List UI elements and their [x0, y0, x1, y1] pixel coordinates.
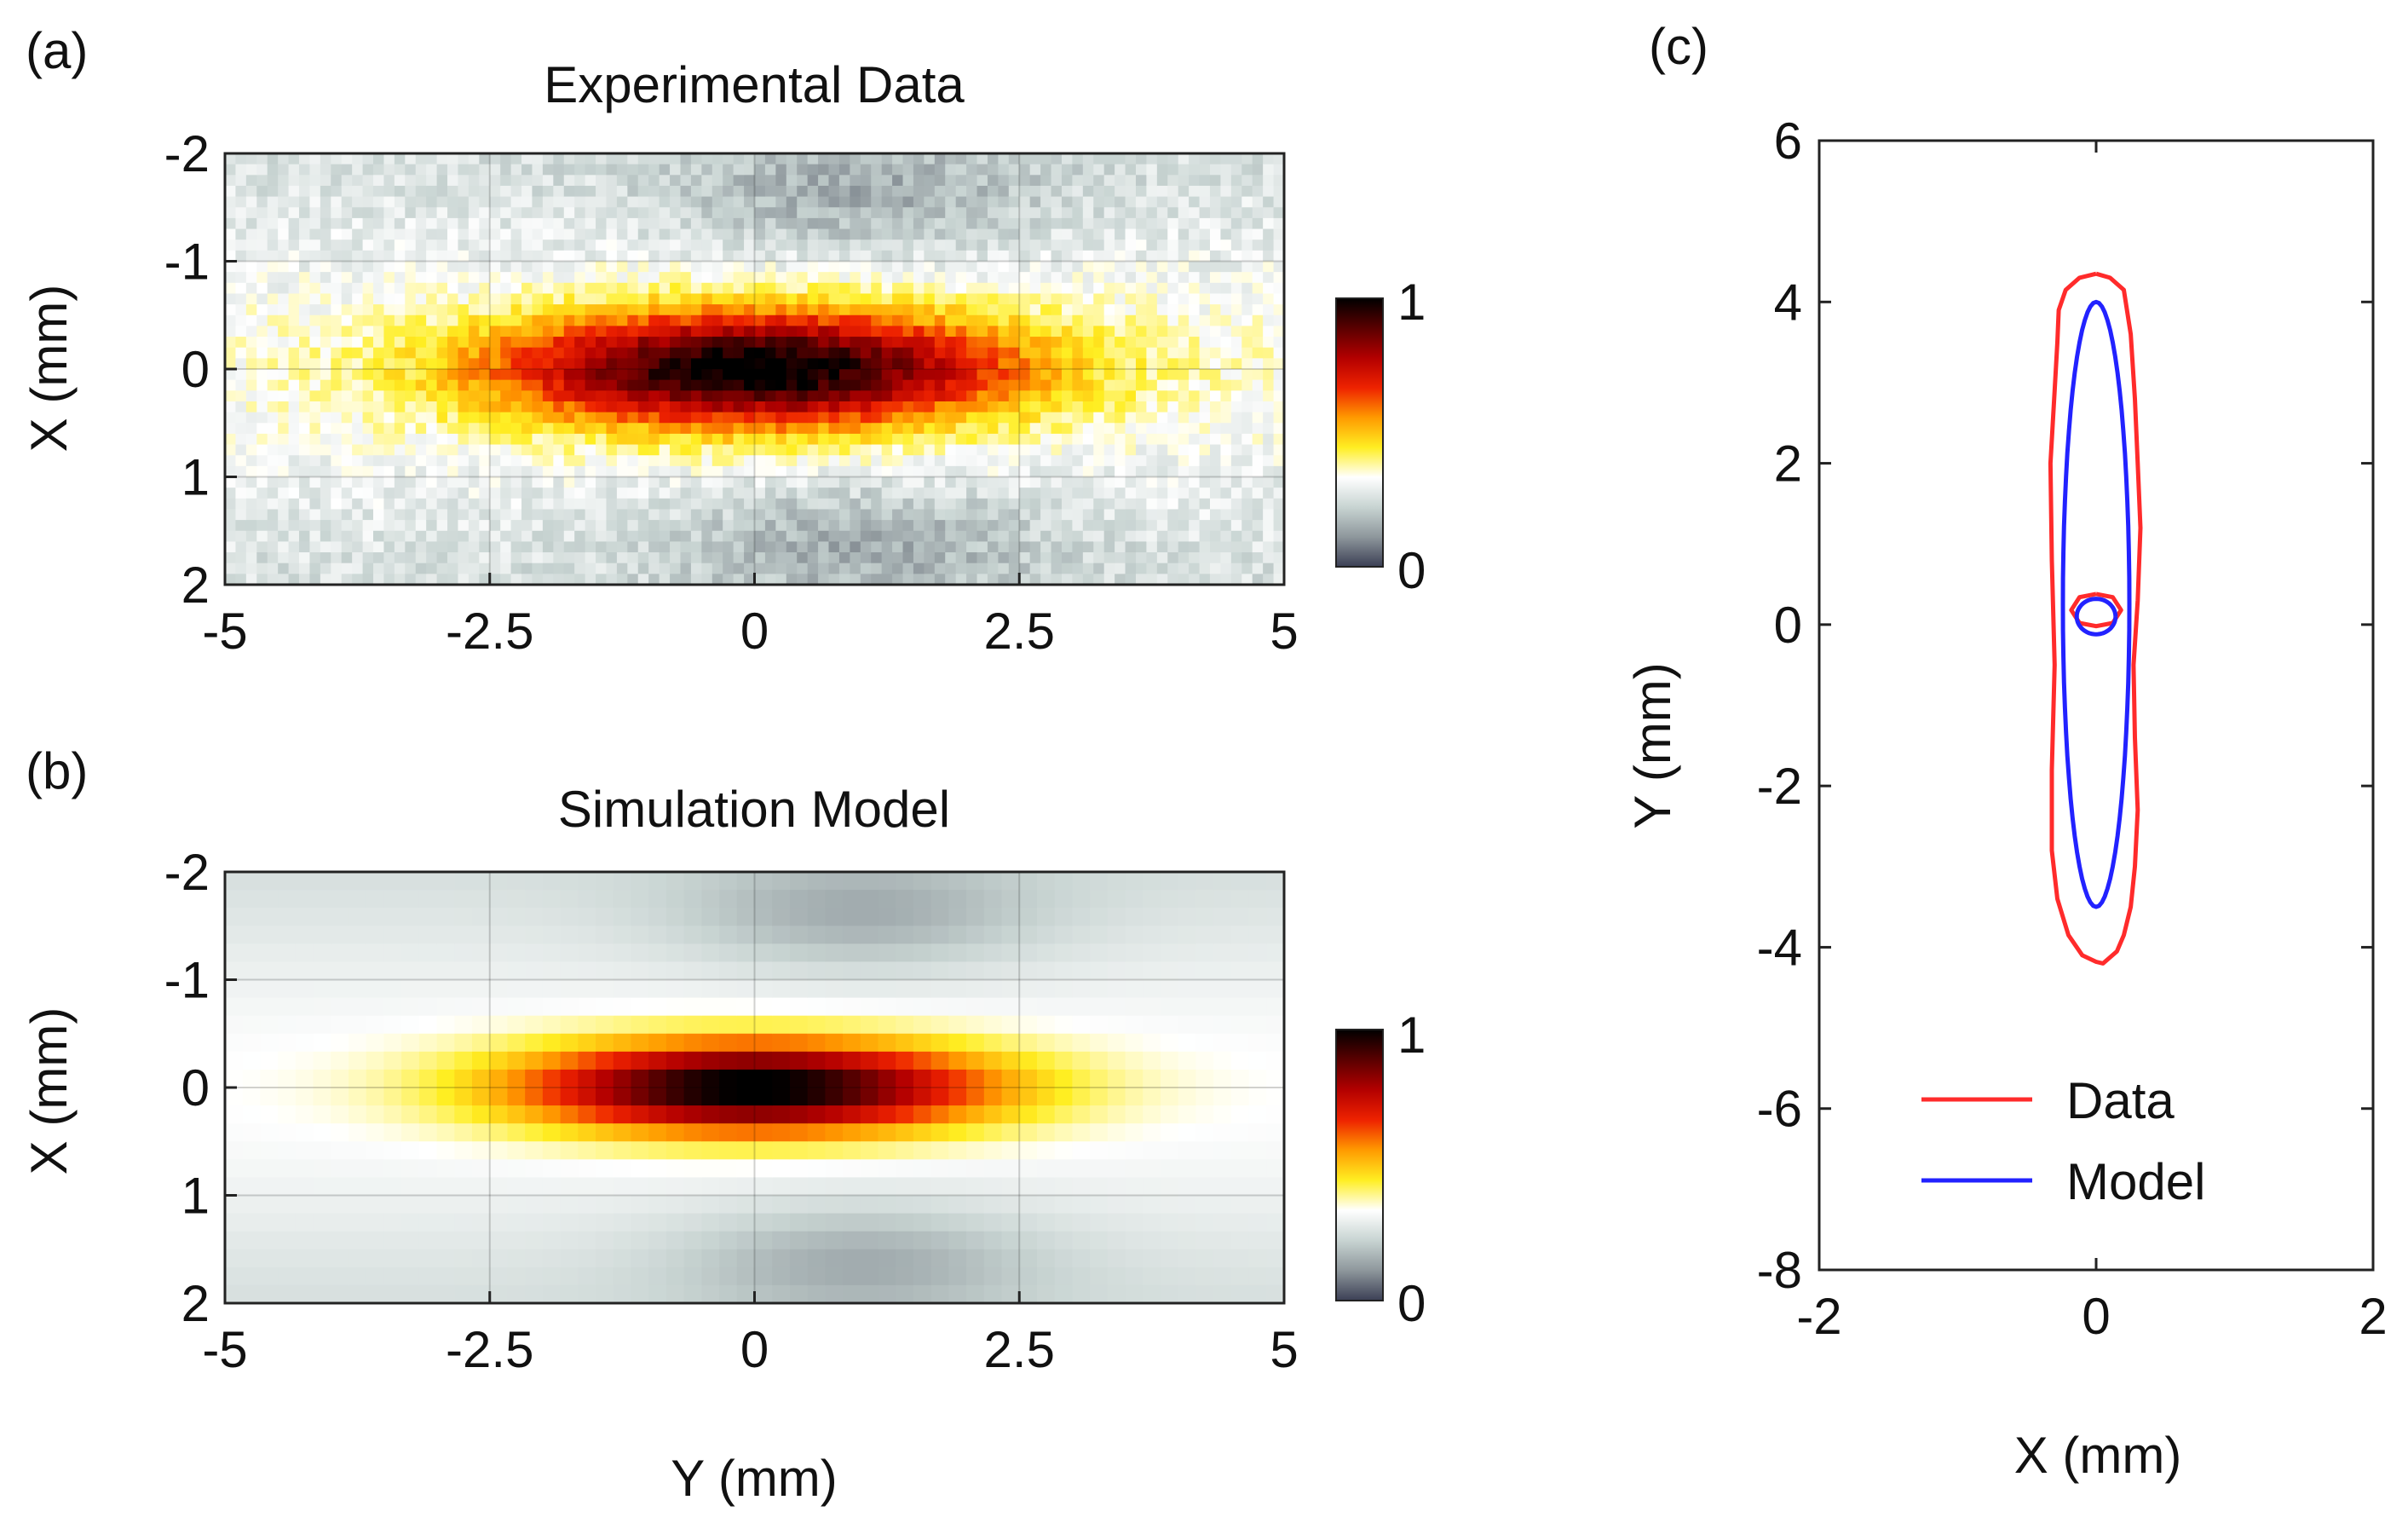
heatB-ytick-label: 0 — [181, 1059, 210, 1116]
heatB-ytick-label: -2 — [164, 844, 210, 901]
heatA-xtick-label: 5 — [1270, 603, 1298, 660]
model-contour-0 — [2060, 299, 2132, 909]
data-contour-1 — [2069, 591, 2123, 629]
colorbar-b-tick-max: 1 — [1397, 1007, 1426, 1064]
panel-a-ylabel: X (mm) — [20, 285, 78, 453]
heatA-ytick-label: 0 — [181, 341, 210, 398]
plot-c-ytick-label: -8 — [1757, 1242, 1802, 1299]
panel-b-label: (b) — [26, 742, 88, 799]
colorbar-b-tick-min: 0 — [1397, 1275, 1426, 1332]
colorbar-a-tick-min: 0 — [1397, 542, 1426, 599]
heatB-xtick-label: -2.5 — [446, 1321, 533, 1378]
model-legend-label: Model — [2066, 1153, 2205, 1210]
data-contour-0 — [2048, 271, 2143, 966]
plot-c-ytick-label: -4 — [1757, 919, 1802, 976]
plot-c-xtick-label: -2 — [1796, 1288, 1841, 1345]
panel-b-xlabel: Y (mm) — [671, 1450, 838, 1507]
plot-c-xtick-label: 2 — [2359, 1288, 2387, 1345]
plot-c-ytick-label: 2 — [1774, 436, 1802, 493]
heatA-xtick-label: 2.5 — [984, 603, 1055, 660]
plot-c-xtick-label: 0 — [2082, 1288, 2110, 1345]
heatB-ytick-label: 1 — [181, 1168, 210, 1225]
colorbar-a-tick-max: 1 — [1397, 274, 1426, 331]
panel-a-title: Experimental Data — [544, 56, 965, 113]
heatmap-a: -5 -2.5 0 2.5 5 -2 -1 0 1 2 — [164, 125, 1299, 660]
plot-c-ytick-label: 0 — [1774, 597, 1802, 654]
heatA-ytick-label: 2 — [181, 557, 210, 614]
panel-b-ylabel: X (mm) — [20, 1007, 78, 1175]
legend: Data Model — [1921, 1072, 2205, 1210]
heatA-ytick-label: -1 — [164, 234, 210, 291]
panel-c-xlabel: X (mm) — [2014, 1427, 2182, 1484]
heatA-xtick-label: -5 — [202, 603, 247, 660]
model-contour-1 — [2074, 597, 2118, 637]
heatB-xtick-label: 2.5 — [984, 1321, 1055, 1378]
panel-c-label: (c) — [1649, 18, 1708, 75]
plot-c-ytick-label: 4 — [1774, 274, 1802, 331]
plot-c-ytick-label: -6 — [1757, 1081, 1802, 1138]
panel-c-ylabel: Y (mm) — [1624, 662, 1681, 829]
heatA-ytick-label: -2 — [164, 125, 210, 182]
plot-c-frame — [1818, 139, 2375, 1272]
plot-c-ytick-label: -2 — [1757, 758, 1802, 815]
heatB-xtick-label: 5 — [1270, 1321, 1298, 1378]
heatB-xtick-label: 0 — [740, 1321, 769, 1378]
heatB-ytick-label: 2 — [181, 1275, 210, 1332]
data-legend-label: Data — [2066, 1072, 2175, 1129]
colorbar-a: 1 0 — [1335, 274, 1426, 599]
heatB-xtick-label: -5 — [202, 1321, 247, 1378]
panel-b-title: Simulation Model — [558, 781, 950, 838]
heatA-xtick-label: -2.5 — [446, 603, 533, 660]
heatmap-b: -5 -2.5 0 2.5 5 -2 -1 0 1 2 — [164, 844, 1299, 1378]
colorbar-b: 1 0 — [1335, 1007, 1426, 1332]
heatA-ytick-label: 1 — [181, 449, 210, 506]
panel-a-label: (a) — [26, 22, 88, 79]
heatA-xtick-label: 0 — [740, 603, 769, 660]
plot-c-ytick-label: 6 — [1774, 113, 1802, 170]
heatB-ytick-label: -1 — [164, 952, 210, 1009]
contour-plot-c: -2 0 2 6 4 2 0 -2 -4 -6 -8 Data Model — [1757, 113, 2388, 1345]
